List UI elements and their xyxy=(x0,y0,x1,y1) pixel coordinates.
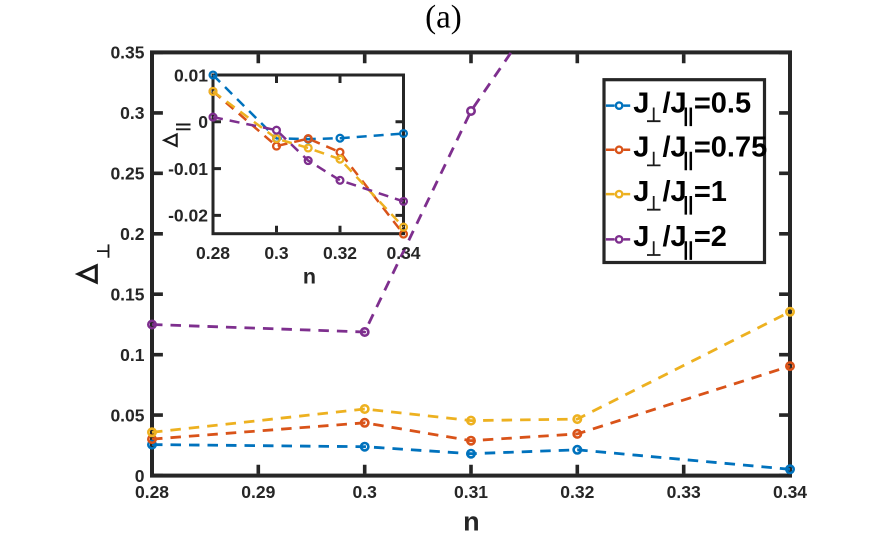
svg-text:0.34: 0.34 xyxy=(773,482,807,502)
svg-text:-0.02: -0.02 xyxy=(168,206,208,226)
svg-text:n: n xyxy=(463,507,480,537)
svg-text:J/J=2: J/J =2 xyxy=(633,221,727,253)
svg-text:0.34: 0.34 xyxy=(386,243,420,263)
svg-text:0.3: 0.3 xyxy=(120,103,145,123)
svg-text:n: n xyxy=(303,265,316,289)
svg-text:0.25: 0.25 xyxy=(110,164,144,184)
svg-text:0.28: 0.28 xyxy=(196,243,230,263)
svg-text:0.1: 0.1 xyxy=(120,345,145,365)
svg-text:0.05: 0.05 xyxy=(110,405,144,425)
svg-text:0.15: 0.15 xyxy=(110,285,144,305)
svg-text:0.32: 0.32 xyxy=(323,243,357,263)
svg-text:0.33: 0.33 xyxy=(667,482,701,502)
svg-text:0.3: 0.3 xyxy=(264,243,289,263)
svg-text:0.32: 0.32 xyxy=(560,482,594,502)
svg-text:0: 0 xyxy=(135,466,145,486)
svg-text:0.35: 0.35 xyxy=(110,43,144,63)
svg-text:0.01: 0.01 xyxy=(174,65,208,85)
svg-text:0.29: 0.29 xyxy=(241,482,275,502)
svg-text:0.28: 0.28 xyxy=(135,482,169,502)
svg-text:(a): (a) xyxy=(425,0,462,36)
svg-text:0: 0 xyxy=(198,112,208,132)
svg-text:0.3: 0.3 xyxy=(353,482,378,502)
svg-text:J/J=1: J/J =1 xyxy=(633,176,727,208)
svg-text:-0.01: -0.01 xyxy=(168,159,208,179)
svg-text:0.31: 0.31 xyxy=(454,482,488,502)
svg-text:0.2: 0.2 xyxy=(120,224,145,244)
